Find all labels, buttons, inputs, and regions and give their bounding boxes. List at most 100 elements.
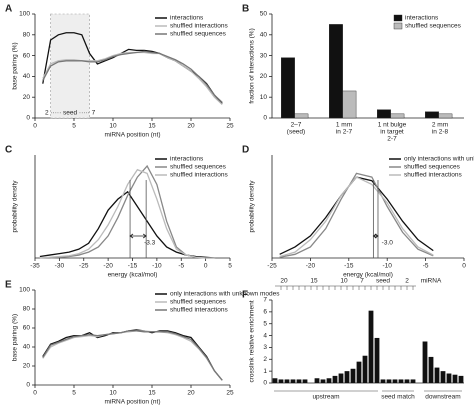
x-tick-label: 5 bbox=[72, 390, 76, 397]
bar bbox=[314, 378, 320, 383]
x-tick-label: 10 bbox=[109, 123, 117, 130]
y-tick-label: 20 bbox=[23, 94, 31, 101]
legend-label: shuffled sequences bbox=[170, 299, 227, 306]
legend-label: only interactions with unknown modes bbox=[404, 156, 474, 163]
bar bbox=[404, 379, 410, 383]
x-tick-label: -25 bbox=[267, 263, 277, 270]
bar bbox=[278, 379, 284, 383]
y-tick-label: 6 bbox=[263, 309, 267, 316]
x-tick-label: 20 bbox=[187, 390, 195, 397]
y-axis-label: probability density bbox=[249, 180, 256, 233]
x-tick-label: in 2-8 bbox=[432, 129, 449, 136]
bar bbox=[410, 379, 416, 383]
y-tick-label: 2 bbox=[263, 356, 267, 363]
panel-label: E bbox=[5, 280, 12, 291]
series-line bbox=[42, 50, 223, 103]
x-tick-label: -5 bbox=[178, 263, 184, 270]
legend-label: shuffled interactions bbox=[170, 23, 228, 30]
bar bbox=[338, 373, 344, 383]
y-tick-label: 0 bbox=[263, 115, 267, 122]
legend-label: interactions bbox=[405, 15, 439, 22]
y-tick-label: 30 bbox=[260, 52, 268, 59]
x-tick-label: 0 bbox=[204, 263, 208, 270]
x-tick-label: 0 bbox=[33, 390, 37, 397]
y-tick-label: 0 bbox=[263, 380, 267, 387]
series-line bbox=[39, 168, 216, 259]
x-tick-label: -20 bbox=[306, 263, 316, 270]
bar bbox=[398, 379, 404, 383]
diff-arrow bbox=[129, 233, 147, 239]
y-axis-label: base pairing (%) bbox=[12, 42, 19, 89]
bar bbox=[392, 379, 398, 383]
bar bbox=[446, 373, 452, 383]
bar bbox=[425, 111, 439, 119]
y-tick-label: 20 bbox=[260, 73, 268, 80]
bar bbox=[356, 361, 362, 383]
bar bbox=[342, 90, 357, 119]
mirna-label: 15 bbox=[310, 278, 318, 285]
x-tick-label: -25 bbox=[79, 263, 89, 270]
legend-swatch bbox=[393, 22, 403, 30]
y-tick-label: 0 bbox=[26, 115, 30, 122]
bar bbox=[428, 356, 434, 383]
x-tick-label: -10 bbox=[152, 263, 162, 270]
bar bbox=[272, 378, 278, 383]
series-line bbox=[279, 172, 434, 258]
panel-label: A bbox=[5, 4, 12, 15]
panel-label: D bbox=[242, 145, 249, 156]
panel-label: C bbox=[5, 145, 12, 156]
bar bbox=[362, 355, 368, 383]
bar bbox=[320, 379, 326, 383]
legend-label: interactions bbox=[170, 156, 204, 163]
bar bbox=[434, 367, 440, 383]
mirna-label: 7 bbox=[360, 278, 364, 285]
legend-label: shuffled sequences bbox=[405, 23, 462, 30]
x-axis-label: energy (kcal/mol) bbox=[108, 272, 158, 279]
x-tick-label: 0 bbox=[462, 263, 466, 270]
diff-arrow bbox=[372, 233, 379, 239]
y-tick-label: 0 bbox=[26, 382, 30, 389]
panel-label: F bbox=[242, 290, 248, 301]
x-tick-label: 25 bbox=[226, 123, 234, 130]
x-tick-label: 5 bbox=[72, 123, 76, 130]
y-tick-label: 60 bbox=[23, 52, 31, 59]
bar bbox=[374, 337, 380, 383]
x-tick-label: -35 bbox=[30, 263, 40, 270]
x-tick-label: 10 bbox=[109, 390, 117, 397]
y-tick-label: 100 bbox=[19, 11, 30, 18]
panel-label: B bbox=[242, 4, 249, 15]
bar bbox=[380, 379, 386, 383]
bar bbox=[332, 375, 338, 383]
x-tick-label: in target bbox=[380, 129, 404, 136]
bar bbox=[390, 113, 405, 119]
bar bbox=[368, 310, 374, 383]
bar bbox=[386, 379, 392, 383]
x-tick-label: -5 bbox=[423, 263, 429, 270]
legend-label: shuffled sequences bbox=[170, 164, 227, 171]
series-line bbox=[42, 330, 223, 381]
x-tick-label: 15 bbox=[148, 123, 156, 130]
mirna-label: miRNA bbox=[421, 278, 442, 285]
bar bbox=[294, 113, 309, 119]
bar bbox=[284, 379, 290, 383]
x-axis-label: energy (kcal/mol) bbox=[343, 272, 393, 279]
x-tick-label: 1 mm bbox=[336, 122, 352, 129]
y-tick-label: 100 bbox=[19, 287, 30, 294]
legend-label: shuffled sequences bbox=[404, 164, 461, 171]
x-tick-label: 15 bbox=[148, 390, 156, 397]
legend-label: only interactions with unknown modes bbox=[170, 291, 280, 298]
mirna-label: 10 bbox=[340, 278, 348, 285]
legend-swatch bbox=[393, 14, 403, 22]
legend-label: shuffled interactions bbox=[404, 172, 462, 179]
y-tick-label: 1 bbox=[263, 368, 267, 375]
x-tick-label: 0 bbox=[33, 123, 37, 130]
y-axis-label: base pairing (%) bbox=[12, 314, 19, 361]
y-tick-label: 80 bbox=[23, 306, 31, 313]
bar bbox=[290, 379, 296, 383]
seed-label: 2 ····· seed ····· 7 bbox=[45, 110, 96, 117]
bar bbox=[452, 374, 458, 383]
x-tick-label: 1 nt bulge bbox=[378, 122, 407, 129]
y-axis-label: crosslink relative enrichment bbox=[249, 300, 256, 382]
y-tick-label: 20 bbox=[23, 363, 31, 370]
y-tick-label: 10 bbox=[260, 94, 268, 101]
